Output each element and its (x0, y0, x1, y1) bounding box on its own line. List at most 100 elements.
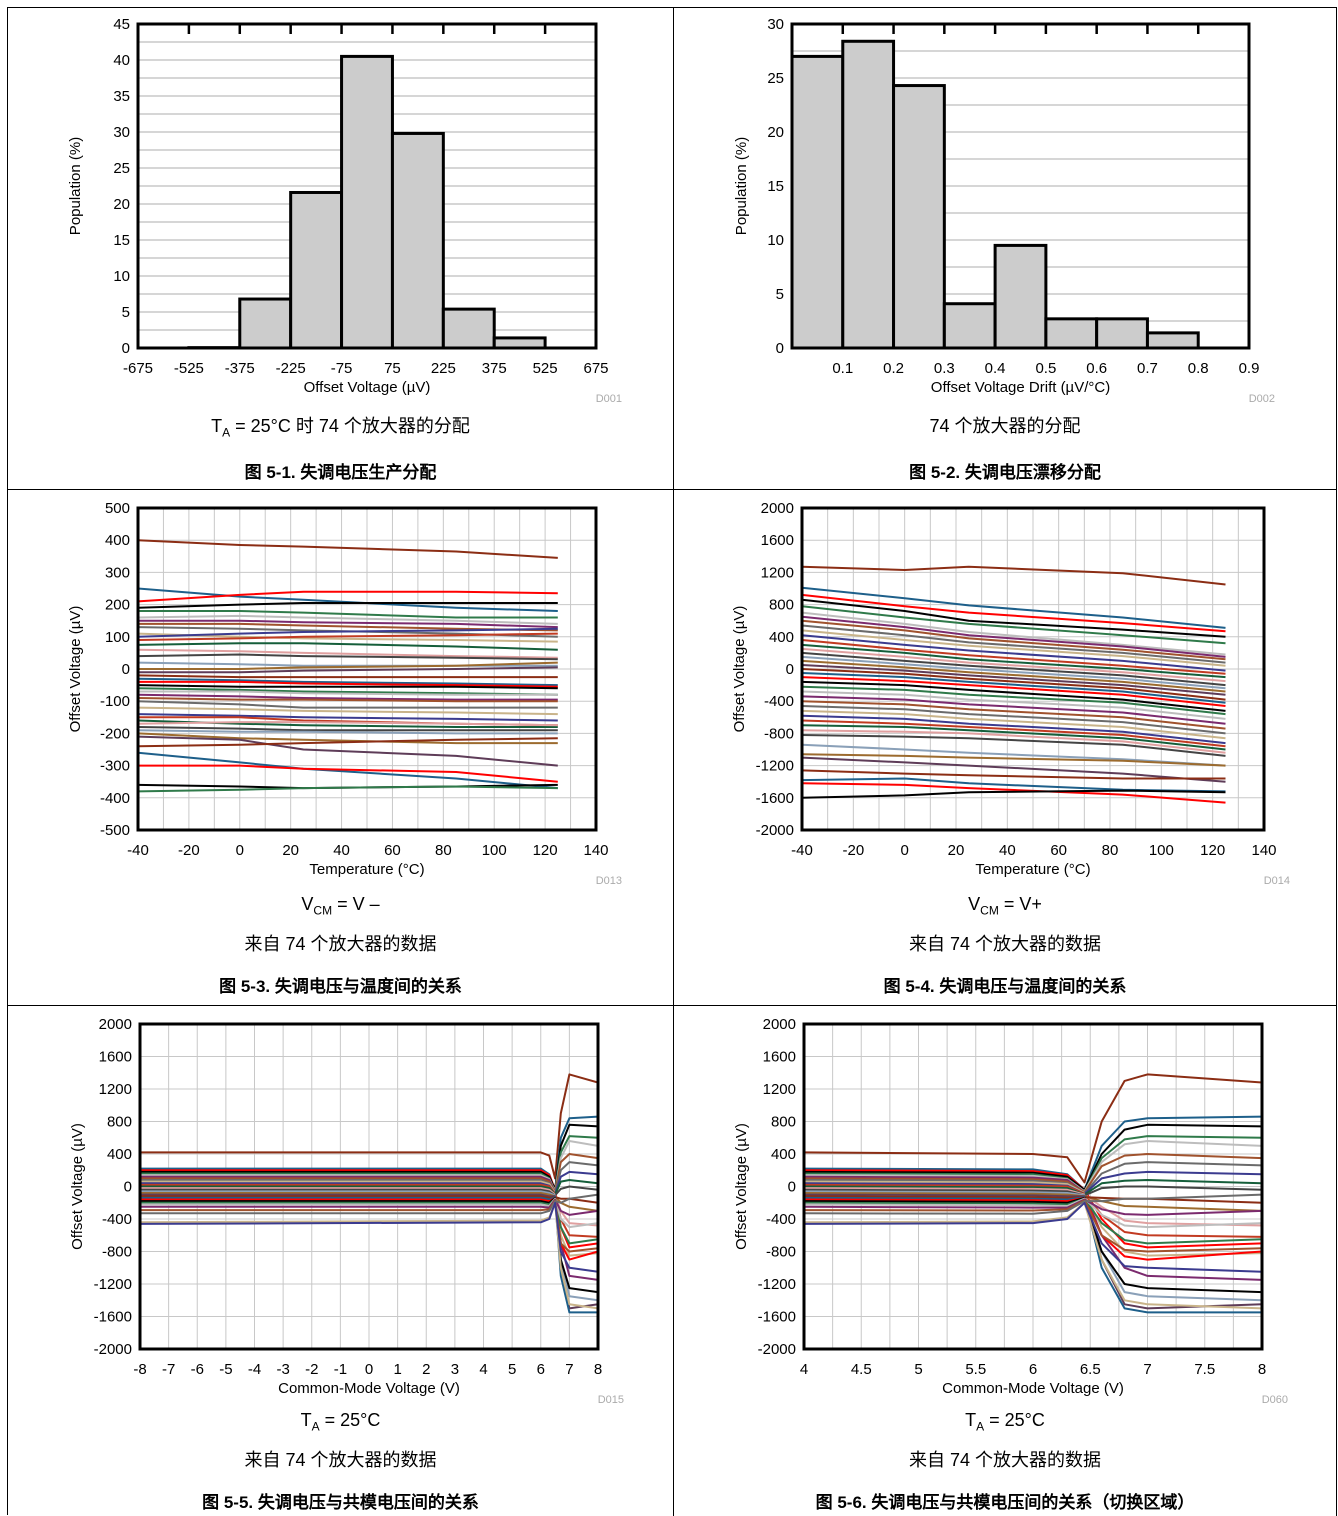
figure-code: D060 (1262, 1394, 1288, 1406)
data-series-line (140, 1193, 598, 1215)
data-series-line (802, 634, 1226, 672)
panel-condition: TA = 25°C 时 74 个放大器的分配 (8, 412, 673, 440)
y-tick-label: 45 (113, 16, 130, 33)
histogram-bar (492, 336, 547, 348)
panel-offset-voltage-distribution: 0 5 10 15 20 25 30 35 40 45 -675 -525 -375 -225 -75 75 2… (8, 8, 673, 489)
x-tick-label: 4.5 (851, 1361, 872, 1378)
plot-area (138, 539, 558, 793)
panel-offset-drift-distribution: 0 5 10 15 20 25 30 0.1 0.2 0.3 0.4 0.5 0.6 0.7 0.8 0.9 O… (674, 8, 1336, 489)
y-tick-label: 1200 (99, 1081, 132, 1098)
line-chart-offset-vs-temperature: -500-400-300-200-1000100200300400500-40-… (67, 500, 622, 887)
x-axis: -675 -525 -375 -225 -75 75 225 375 525 675 (123, 360, 609, 377)
data-series-line (804, 1192, 1262, 1212)
y-tick-label: -1200 (94, 1276, 132, 1293)
y-tick-label: -300 (100, 758, 130, 775)
panel-condition: TA = 25°C (674, 1410, 1336, 1434)
x-tick-label: 0.9 (1239, 360, 1260, 377)
condition-subscript: CM (980, 903, 999, 918)
x-axis: -40 -20 0 20 40 60 80 100 120 140 (791, 842, 1276, 859)
data-series-line (138, 684, 558, 690)
data-series-line (804, 1201, 1262, 1273)
x-tick-label: 0.8 (1188, 360, 1209, 377)
x-tick-label: 0.6 (1086, 360, 1107, 377)
y-tick-label: -1200 (756, 758, 794, 775)
data-series-line (138, 674, 558, 679)
y-tick-label: -1200 (758, 1276, 796, 1293)
data-series-line (802, 651, 1226, 687)
data-series-line (804, 1179, 1262, 1196)
data-series-line (802, 756, 1226, 783)
x-tick-label: 2 (422, 1361, 430, 1378)
data-series-line (138, 661, 558, 667)
x-tick-label: -20 (842, 842, 864, 859)
x-tick-label: 7 (1143, 1361, 1151, 1378)
panel-extra-line: 来自 74 个放大器的数据 (908, 934, 1102, 954)
data-series-line (802, 659, 1226, 693)
x-axis: -40 -20 0 20 40 60 80 100 120 140 (127, 842, 608, 859)
x-axis: 4 4.5 5 5.5 6 6.5 7 7.5 8 (800, 1361, 1266, 1378)
figure-title: 图 5-2. 失调电压漂移分配 (909, 463, 1101, 482)
condition-text: = V+ (998, 894, 1042, 914)
figure-code: D001 (596, 393, 622, 405)
y-tick-label: -400 (764, 693, 794, 710)
histogram-bar (993, 243, 1048, 348)
histogram-bar (238, 297, 293, 348)
data-series-line (802, 734, 1226, 757)
data-series-line (138, 764, 558, 783)
x-tick-label: 0.1 (832, 360, 853, 377)
plot-frame (802, 1022, 1264, 1351)
condition-text: T (965, 1410, 977, 1430)
y-tick-label: -1600 (758, 1309, 796, 1326)
x-tick-label: 140 (583, 842, 608, 859)
y-axis: -500 -400 -300 -200 -100 0 100 200 300 400 500 (100, 500, 130, 839)
data-series-line (138, 687, 558, 696)
y-tick-label: 0 (786, 661, 794, 678)
x-tick-label: -75 (331, 360, 353, 377)
data-series-line (138, 627, 558, 638)
y-tick-label: 0 (122, 340, 130, 357)
condition-text: = 25°C 时 74 个放大器的分配 (230, 416, 470, 436)
panel-extra-line: 来自 74 个放大器的数据 (908, 1450, 1102, 1470)
histogram-bar (340, 54, 394, 348)
y-tick-label: 35 (113, 88, 130, 105)
y-tick-label: 800 (771, 1114, 796, 1131)
x-tick-label: 140 (1251, 842, 1276, 859)
data-series-line (138, 677, 558, 687)
y-tick-label: 20 (113, 196, 130, 213)
y-tick-label: 0 (124, 1179, 132, 1196)
x-axis: -8 -7 -6 -5 -4 -3 -2 -1 0 1 2 3 4 5 6 7 8 (133, 1361, 602, 1378)
x-tick-label: -3 (276, 1361, 289, 1378)
y-axis-title: Offset Voltage (µV) (733, 1123, 750, 1250)
x-axis-title: Common-Mode Voltage (V) (278, 1380, 460, 1397)
data-series-line (802, 690, 1226, 720)
plot-frame (138, 1022, 600, 1351)
data-series-line (138, 785, 558, 793)
data-series-line (802, 676, 1226, 707)
x-tick-label: -20 (178, 842, 200, 859)
x-tick-label: -5 (219, 1361, 232, 1378)
x-tick-label: -525 (174, 360, 204, 377)
grid-divider-vertical (673, 7, 674, 1516)
data-series-line (802, 685, 1226, 716)
y-tick-label: -400 (100, 790, 130, 807)
panel-extra-line: 来自 74 个放大器的数据 (244, 1450, 437, 1470)
y-tick-label: 5 (776, 286, 784, 303)
x-tick-label: 6 (1029, 1361, 1037, 1378)
histogram-offset-drift: 0 5 10 15 20 25 30 0.1 0.2 0.3 0.4 0.5 0.6 0.7 0.8 0.9 O… (733, 16, 1275, 405)
y-tick-label: 2000 (761, 500, 794, 517)
data-series-line (802, 680, 1226, 712)
figure-code: D002 (1249, 393, 1275, 405)
panel-offset-vs-temp-vplus: -2000 -1600 -1200 -800 -400 0 400 800 1200 1600 20… (674, 490, 1336, 1005)
figure-title: 图 5-5. 失调电压与共模电压间的关系 (202, 1493, 479, 1512)
figure-code: D014 (1264, 875, 1290, 887)
data-series-line (802, 724, 1226, 751)
x-tick-label: 6.5 (1080, 1361, 1101, 1378)
x-tick-label: 20 (282, 842, 299, 859)
figure-title: 图 5-1. 失调电压生产分配 (244, 463, 437, 482)
data-series-line (804, 1161, 1262, 1194)
data-series-line (802, 655, 1226, 690)
figure-code: D015 (598, 1394, 624, 1406)
histogram-offset-voltage: 0 5 10 15 20 25 30 35 40 45 -675 -525 -375 -225 -75 75 2… (67, 16, 622, 405)
y-tick-label: 1600 (763, 1049, 796, 1066)
data-series-line (138, 726, 558, 732)
